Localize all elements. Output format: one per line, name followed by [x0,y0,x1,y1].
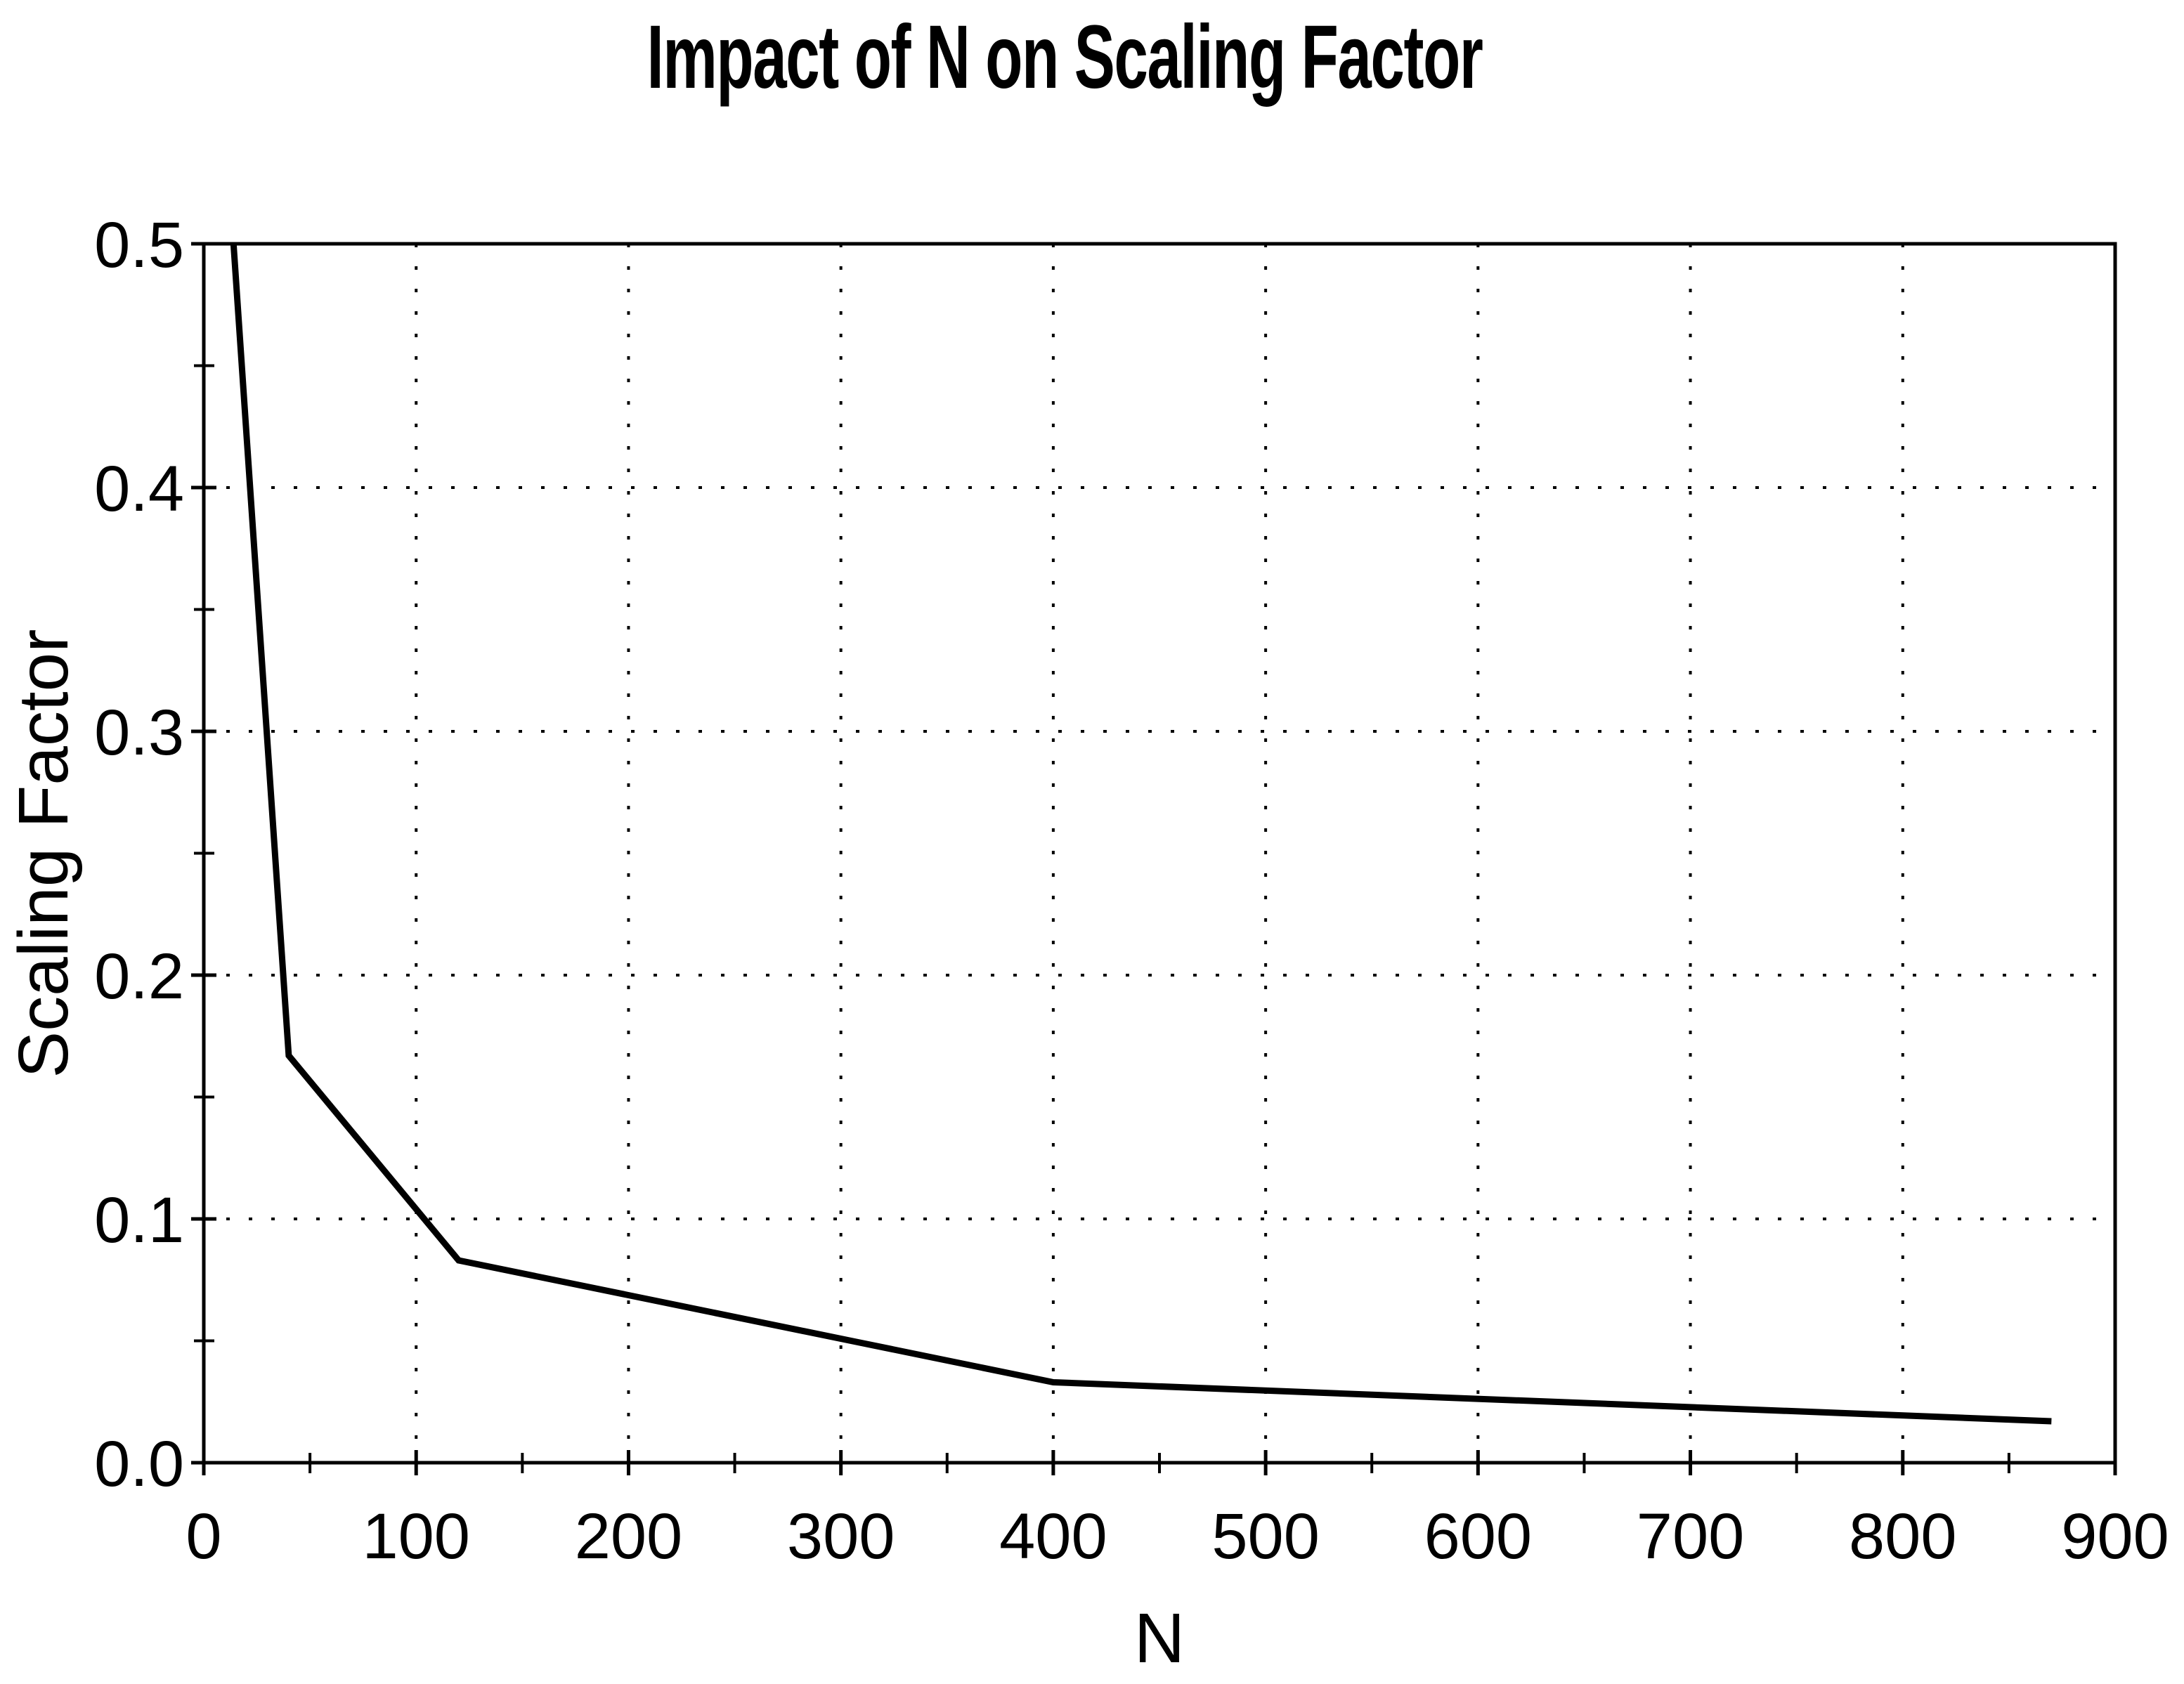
y-tick-label: 0.0 [94,1428,184,1500]
y-tick-label: 0.4 [94,453,184,525]
x-tick-label: 900 [2061,1501,2169,1572]
x-gridlines [415,244,1904,1463]
series-lines [230,243,2052,1425]
x-ticks [202,1450,2117,1475]
x-tick-label: 800 [1849,1501,1957,1572]
y-gridlines [204,486,2115,1220]
plot-frame [202,242,2117,1465]
chart-title-text: Impact of N on Scaling Factor [646,7,1483,107]
x-tick-labels: 0 100 200 300 400 500 600 700 800 900 [186,1501,2169,1572]
y-tick-label: 0.1 [94,1184,184,1256]
x-tick-label: 200 [575,1501,683,1572]
x-tick-label: 0 [186,1501,221,1572]
y-tick-label: 0.3 [94,697,184,769]
plot-frame-rect [202,242,2117,1465]
data-line [230,243,2052,1425]
y-tick-label: 0.2 [94,941,184,1012]
y-tick-labels: 0.0 0.1 0.2 0.3 0.4 0.5 [94,209,184,1500]
x-tick-label: 400 [999,1501,1107,1572]
x-tick-label: 300 [787,1501,895,1572]
x-axis-title: N [1133,1599,1185,1678]
y-tick-label: 0.5 [94,209,184,281]
x-tick-label: 500 [1211,1501,1320,1572]
chart-title: Impact of N on Scaling Factor [450,13,1679,103]
x-tick-label: 600 [1424,1501,1533,1572]
y-ticks [191,242,216,1465]
x-tick-label: 100 [362,1501,470,1572]
x-tick-label: 700 [1637,1501,1745,1572]
